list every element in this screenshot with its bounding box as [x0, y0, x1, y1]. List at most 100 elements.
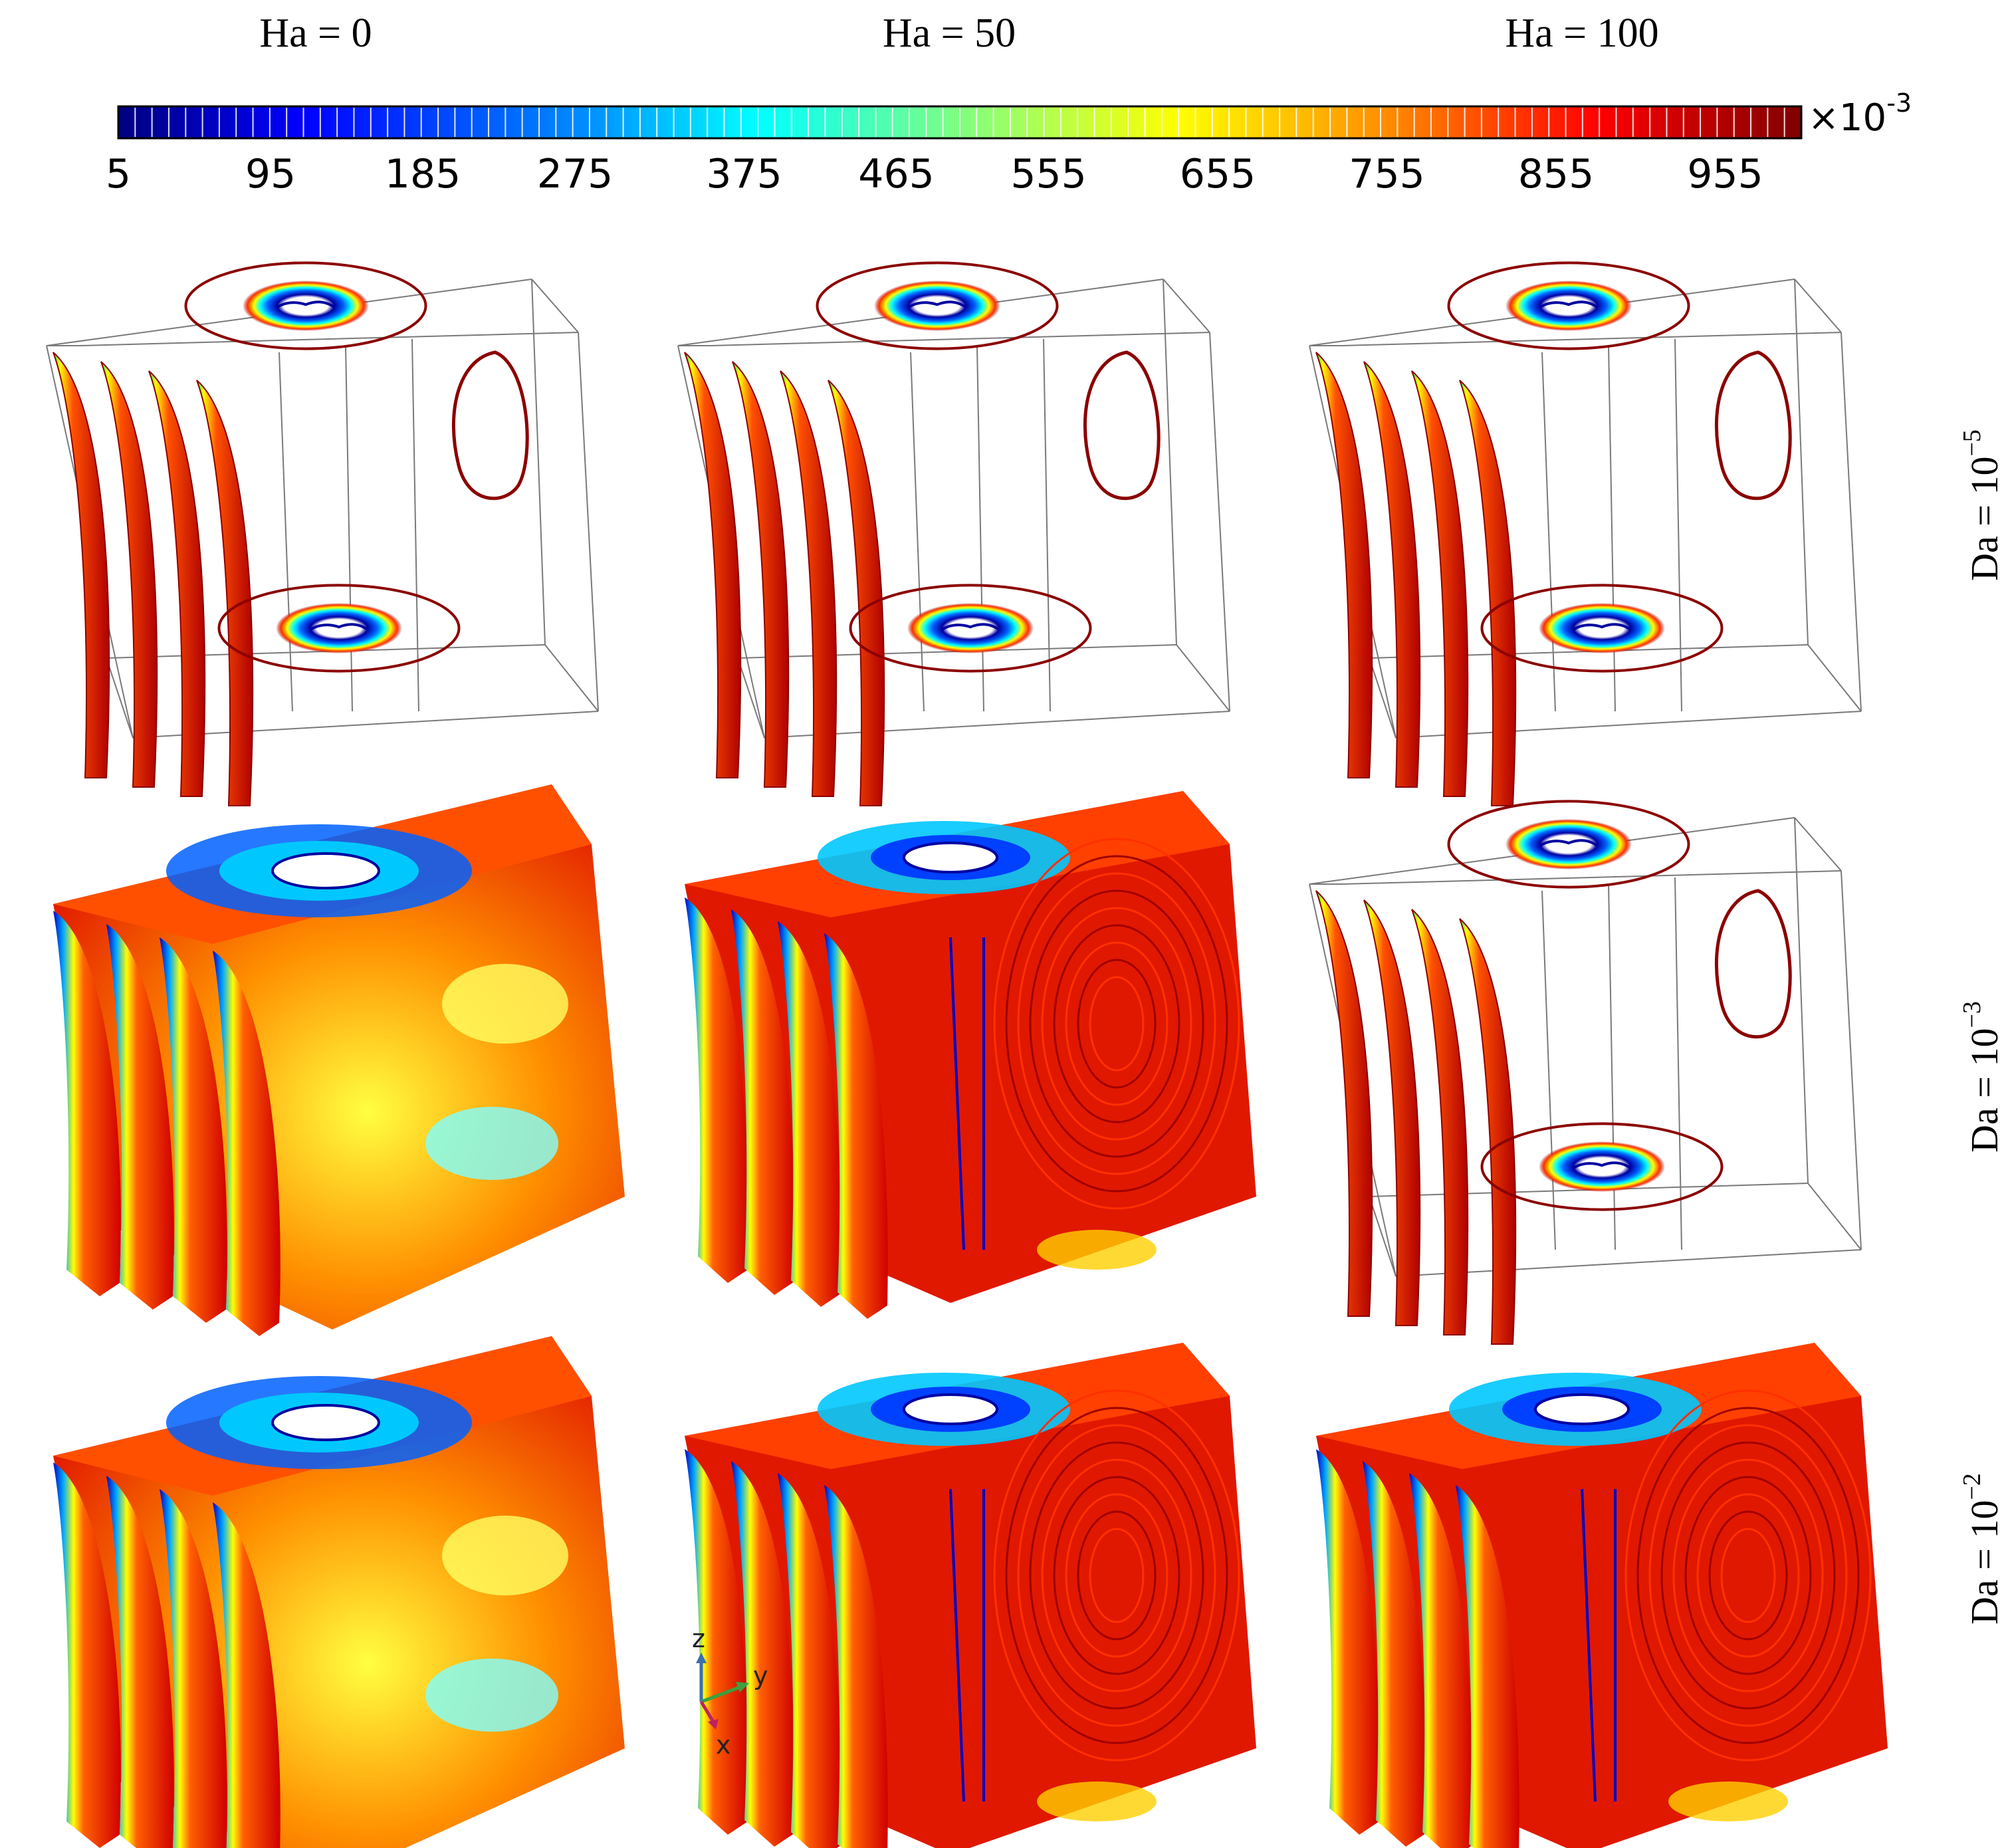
domain-edge: [976, 345, 984, 712]
cool-region: [425, 1107, 558, 1180]
domain-edge: [345, 345, 353, 712]
contour-loop: [1053, 924, 1180, 1123]
contour-loop: [1660, 1441, 1836, 1710]
row-label-da-1e-2: Da = 10−2: [1958, 1473, 2006, 1625]
contour-loop: [1648, 1424, 1848, 1727]
contour-line: [849, 584, 1092, 673]
domain-edge: [1043, 338, 1051, 712]
domain-edge: [1674, 338, 1682, 712]
contour-loop: [1083, 350, 1161, 501]
contour-loop: [1684, 1476, 1812, 1675]
contour-line: [816, 261, 1059, 350]
isosurface-slab: [106, 1476, 174, 1848]
domain-edge: [578, 332, 599, 712]
contour-line: [1480, 584, 1724, 673]
vent-inner-line: [1573, 1161, 1631, 1169]
colorbar-tick-label: 465: [858, 151, 935, 197]
contour-loop: [1089, 976, 1145, 1072]
isosurface-slab: [160, 1489, 227, 1848]
vent-inner-line: [1539, 839, 1598, 847]
domain-edge: [531, 279, 546, 645]
colorbar-tick-label: 655: [1180, 151, 1256, 197]
contour-loop: [1624, 1389, 1872, 1762]
domain-edge: [1674, 877, 1682, 1250]
contour-line: [1447, 800, 1690, 889]
contour-loop: [1672, 1458, 1824, 1692]
domain-edge: [1163, 279, 1210, 333]
contour-loop: [993, 838, 1240, 1210]
column-label-ha-100: Ha = 100: [1505, 11, 1658, 56]
domain-edge: [1395, 711, 1862, 739]
colorbar-multiplier: ×10-3: [1808, 88, 1912, 140]
panel-r1-c3: [1309, 261, 1862, 806]
domain-edge: [910, 352, 925, 712]
domain-edge: [531, 279, 579, 333]
domain-edge: [1794, 279, 1809, 645]
isosurface-slab: [824, 1485, 888, 1848]
isosurface-slab: [780, 370, 838, 797]
contour-loop: [1005, 1407, 1228, 1744]
colorbar-tick-label: 755: [1349, 151, 1425, 197]
isosurface-slab: [778, 1473, 841, 1848]
cool-region: [425, 1659, 558, 1732]
contour-loop: [1017, 872, 1216, 1175]
contour-loop: [1714, 889, 1792, 1039]
isosurface-slab: [685, 1449, 748, 1835]
isosurface-slab: [828, 380, 885, 806]
colorbar-tick-label: 5: [106, 151, 131, 197]
domain-edge: [1342, 332, 1842, 346]
vent-inner-line: [277, 300, 335, 308]
row-label-da-1e-3-exp: −3: [1958, 1001, 1986, 1028]
domain-edge: [411, 338, 419, 712]
vent-contour: [271, 1404, 380, 1441]
panel-r1-c2: [677, 261, 1230, 806]
colorbar-tick-label: 375: [706, 151, 782, 197]
isosurface-slab: [1456, 1485, 1519, 1848]
isosurface-slab: [778, 921, 841, 1307]
cold-plume-line: [949, 937, 985, 1250]
colorbar-tick-label: 855: [1518, 151, 1595, 197]
domain-edge: [737, 657, 765, 739]
isosurface-slab: [1411, 909, 1469, 1335]
isosurface-slab: [1459, 380, 1517, 806]
colorbar-multiplier-exp: -3: [1886, 88, 1912, 118]
isosurface-slab: [1459, 918, 1517, 1345]
isosurface-slab: [106, 924, 174, 1310]
domain-edge: [544, 644, 599, 712]
colorbar-tick-label: 275: [537, 151, 614, 197]
row-label-da-1e-5-exp: −5: [1958, 429, 1986, 456]
domain-edge: [1176, 644, 1230, 712]
contour-loop: [1041, 907, 1192, 1141]
colorbar-tick-label: 555: [1010, 151, 1087, 197]
cold-plume-line: [1581, 1488, 1617, 1802]
domain-edge: [1794, 279, 1842, 333]
isosurface-slab: [824, 933, 888, 1319]
panel-grid: [46, 261, 1888, 1848]
axis-x-label: x: [716, 1730, 731, 1760]
warm-region: [1037, 1782, 1157, 1821]
domain-edge: [1807, 1183, 1862, 1250]
isosurface-slab: [53, 911, 121, 1296]
warm-region: [1668, 1782, 1788, 1821]
isosurface-slab: [53, 352, 110, 778]
isosurface-slab: [731, 909, 795, 1295]
contour-loop: [1029, 1441, 1204, 1710]
domain-edge: [1841, 870, 1862, 1250]
vent-inner-line: [941, 623, 1000, 631]
isosurface-slab: [1363, 1461, 1426, 1847]
domain-edge: [1369, 657, 1397, 739]
isosurface-slab: [685, 897, 748, 1283]
isosurface-slab: [213, 951, 280, 1336]
isosurface-slab: [1315, 890, 1373, 1317]
isosurface-slab: [1363, 361, 1421, 788]
row-label-da-1e-5: Da = 10−5: [1958, 429, 2006, 581]
vent-contour: [903, 842, 998, 873]
contour-loop: [1065, 941, 1169, 1106]
row-label-da-1e-5-base: Da = 10: [1963, 457, 2006, 581]
domain-edge: [1541, 352, 1556, 712]
isosurface-slab: [1411, 370, 1469, 797]
domain-edge: [1209, 332, 1230, 712]
axis-z-head: [696, 1653, 707, 1663]
vent-inner-line: [908, 300, 966, 308]
axis-x-head: [708, 1719, 719, 1730]
